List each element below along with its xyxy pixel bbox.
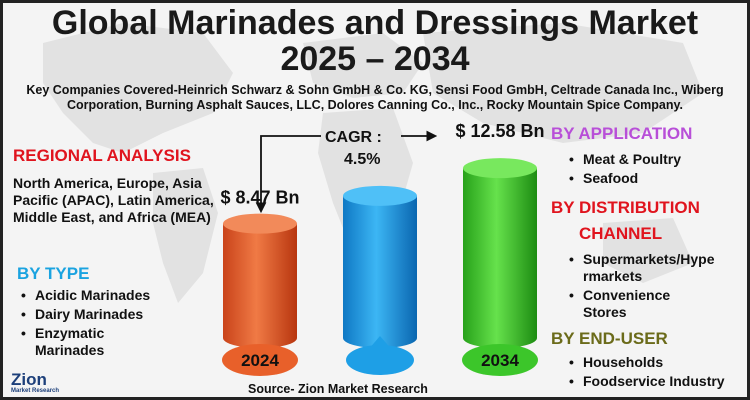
chart-title-line1: Global Marinades and Dressings Market (51, 4, 699, 42)
bar-middle (343, 195, 417, 348)
list-item: Enzymatic Marinades (17, 325, 155, 359)
by-distribution-heading-line1: BY DISTRIBUTION (551, 198, 700, 217)
category-pill (346, 345, 414, 375)
value-label: $ 8.47 Bn (220, 188, 299, 208)
list-item: Dairy Marinades (17, 306, 217, 323)
by-distribution-list: Supermarkets/Hypermarkets Convenience St… (565, 251, 715, 323)
by-application-list: Meat & Poultry Seafood (565, 151, 745, 189)
market-size-chart: CAGR : 4.5% 2024 $ 8.47 Bn 2034 $ 12.58 Bn (220, 121, 545, 376)
list-item: Acidic Marinades (17, 287, 217, 304)
bar-top (223, 213, 297, 234)
list-item: Convenience Stores (565, 287, 683, 321)
bar-top (463, 158, 537, 179)
cagr-label: CAGR : (325, 129, 382, 146)
by-type-heading: BY TYPE (17, 264, 90, 283)
by-application-heading: BY APPLICATION (551, 124, 693, 143)
zion-logo: Zion Market Research (11, 371, 91, 395)
category-pill (222, 344, 298, 376)
list-item: Households (565, 354, 747, 371)
chart-title-line2: 2025 – 2034 (280, 40, 470, 78)
key-companies-text: Key Companies Covered-Heinrich Schwarz &… (26, 83, 724, 112)
bar-2024 (223, 223, 297, 348)
category-label: 2034 (481, 351, 519, 370)
cagr-arrow-down (255, 135, 321, 214)
cagr-value: 4.5% (344, 151, 380, 168)
logo-sub: Market Research (11, 388, 60, 394)
list-item: Meat & Poultry (565, 151, 745, 168)
by-type-list: Acidic Marinades Dairy Marinades Enzymat… (17, 287, 217, 361)
source-note: Source- Zion Market Research (248, 382, 428, 396)
by-distribution-heading-line2: CHANNEL (579, 224, 663, 243)
regional-analysis-heading: REGIONAL ANALYSIS (13, 146, 191, 165)
regional-analysis-text: North America, Europe, Asia Pacific (APA… (13, 175, 214, 225)
list-item: Seafood (565, 170, 745, 187)
world-map-background (43, 23, 703, 303)
bar-2034 (463, 168, 537, 348)
by-end-user-list: Households Foodservice Industry (565, 354, 747, 392)
by-end-user-heading: BY END-USER (551, 329, 668, 348)
logo-name: Zion (11, 370, 47, 389)
category-pill (462, 344, 538, 376)
list-item: Supermarkets/Hypermarkets (565, 251, 715, 285)
value-label: $ 12.58 Bn (455, 121, 544, 141)
bar-top (343, 185, 417, 206)
list-item: Foodservice Industry (565, 373, 747, 390)
category-label: 2024 (241, 351, 279, 370)
